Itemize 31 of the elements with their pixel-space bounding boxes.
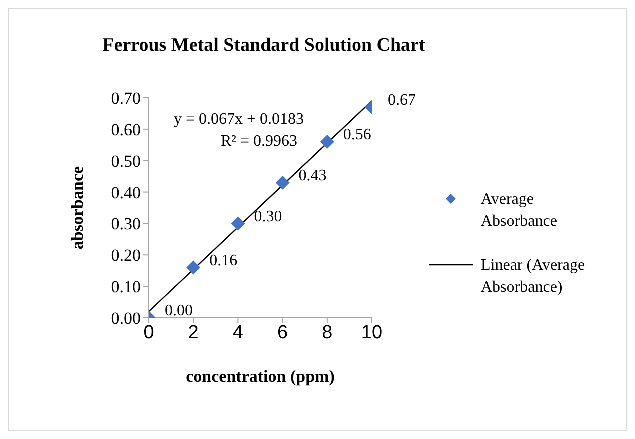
chart-title: Ferrous Metal Standard Solution Chart xyxy=(102,35,426,57)
legend-label: Average Absorbance xyxy=(481,190,558,232)
annotation: y = 0.067x + 0.0183 xyxy=(174,111,304,129)
x-axis-title: concentration (ppm) xyxy=(186,367,335,386)
legend-label: Linear (Average Absorbance) xyxy=(481,256,586,298)
annotation: R² = 0.9963 xyxy=(221,133,298,151)
x-tick-label: 10 xyxy=(361,322,383,344)
y-tick-label: 0.40 xyxy=(111,183,141,202)
x-tick-label: 2 xyxy=(188,322,199,344)
data-label: 0.16 xyxy=(210,252,238,270)
data-label: 0.00 xyxy=(165,302,193,320)
y-tick-label: 0.00 xyxy=(111,309,141,328)
data-label: 0.43 xyxy=(298,168,327,185)
data-label: 0.30 xyxy=(254,208,282,226)
y-tick-label: 0.60 xyxy=(111,120,141,140)
data-label: 0.67 xyxy=(388,92,416,110)
y-tick-label: 0.70 xyxy=(111,89,141,108)
x-tick-label: 8 xyxy=(322,322,333,344)
y-tick-label: 0.10 xyxy=(111,278,141,297)
x-tick-label: 6 xyxy=(278,322,288,344)
y-axis-title: absorbance xyxy=(68,166,88,250)
y-tick-label: 0.50 xyxy=(111,152,141,171)
y-tick-label: 0.20 xyxy=(111,246,141,266)
data-label: 0.56 xyxy=(343,126,372,144)
x-tick-label: 0 xyxy=(144,322,154,344)
y-tick-label: 0.30 xyxy=(111,214,141,234)
point xyxy=(231,216,246,231)
x-tick-label: 4 xyxy=(232,322,244,344)
point xyxy=(320,135,334,149)
point xyxy=(186,260,201,275)
point xyxy=(276,176,290,190)
